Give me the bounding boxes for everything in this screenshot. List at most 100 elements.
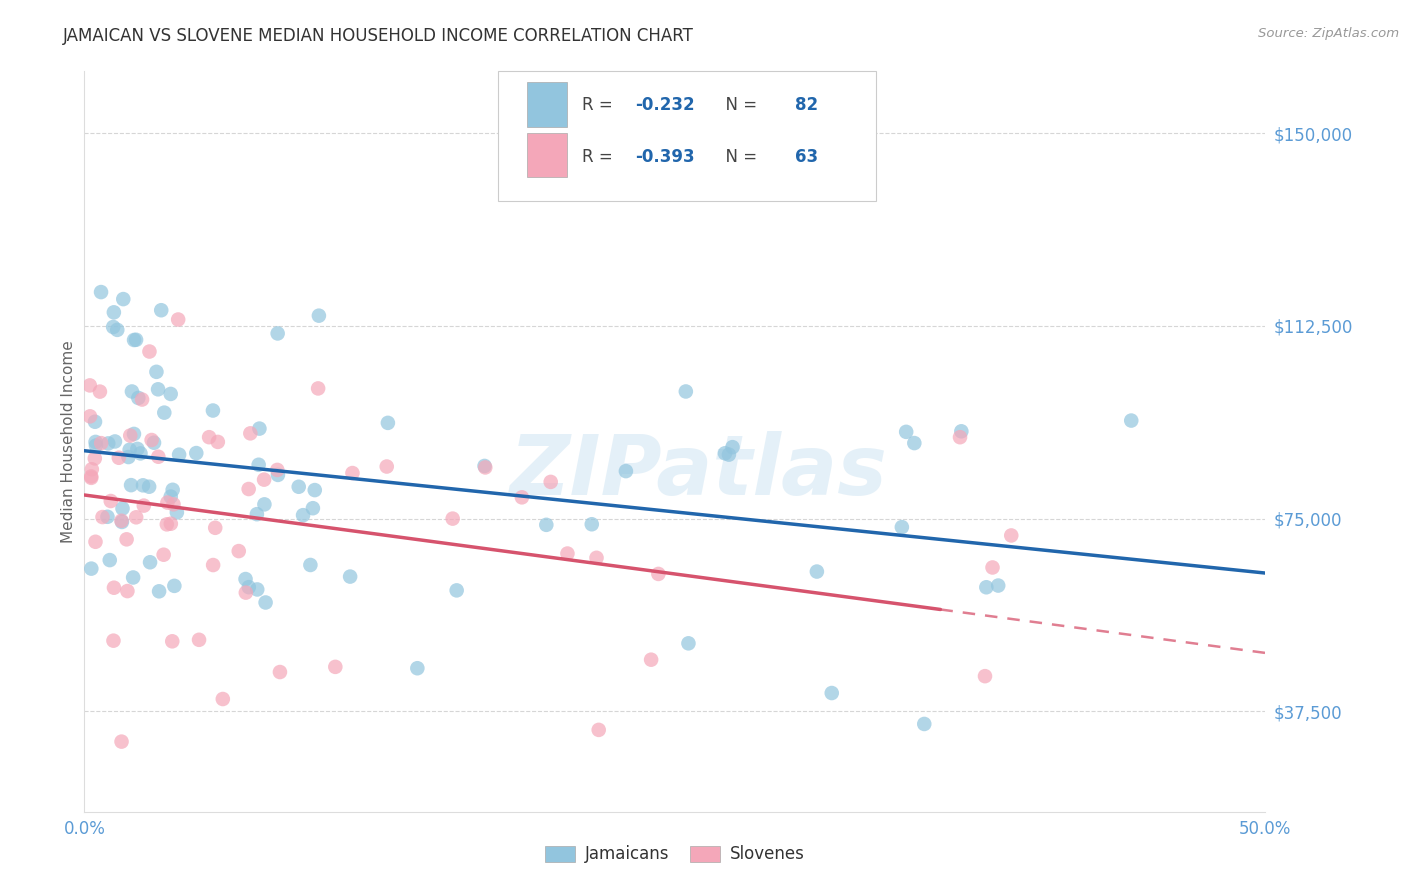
- Point: [84, 415, 107, 429]
- Point: [167, 312, 190, 326]
- Point: [339, 569, 361, 583]
- Point: [125, 510, 148, 524]
- Point: [375, 459, 398, 474]
- Point: [159, 387, 181, 401]
- Point: [127, 442, 149, 456]
- Point: [162, 634, 184, 648]
- Point: [90, 285, 112, 299]
- Point: [253, 497, 276, 511]
- Point: [101, 320, 124, 334]
- Point: [302, 501, 325, 516]
- Point: [162, 497, 184, 511]
- Point: [117, 450, 139, 464]
- Point: [308, 309, 330, 323]
- Point: [100, 494, 122, 508]
- Point: [115, 533, 138, 547]
- Point: [974, 669, 997, 683]
- Point: [714, 446, 737, 460]
- Point: [238, 482, 260, 496]
- Point: [84, 438, 107, 452]
- Point: [103, 633, 125, 648]
- Point: [987, 578, 1010, 592]
- Point: [143, 435, 166, 450]
- Point: [201, 403, 224, 417]
- Point: [166, 505, 188, 519]
- Point: [267, 467, 290, 482]
- Point: [246, 507, 269, 521]
- Point: [800, 847, 823, 862]
- Text: 63: 63: [796, 147, 818, 166]
- Point: [292, 508, 315, 523]
- Point: [156, 517, 179, 532]
- Point: [90, 436, 112, 450]
- Point: [122, 333, 145, 347]
- Point: [153, 406, 176, 420]
- Point: [441, 511, 464, 525]
- Point: [97, 436, 120, 450]
- Point: [118, 442, 141, 457]
- Point: [159, 490, 181, 504]
- Point: [159, 516, 181, 531]
- Point: [127, 391, 149, 405]
- Point: [950, 425, 973, 439]
- Text: ZIPatlas: ZIPatlas: [509, 431, 887, 512]
- Text: N =: N =: [716, 147, 762, 166]
- Text: R =: R =: [582, 95, 617, 113]
- Point: [406, 661, 429, 675]
- Point: [108, 450, 131, 465]
- Point: [890, 520, 912, 534]
- Point: [323, 660, 346, 674]
- FancyBboxPatch shape: [498, 71, 876, 201]
- Point: [675, 384, 697, 399]
- Point: [138, 344, 160, 359]
- Point: [640, 653, 662, 667]
- Point: [80, 469, 103, 483]
- Point: [912, 717, 935, 731]
- Point: [104, 434, 127, 449]
- Point: [585, 550, 607, 565]
- Point: [536, 517, 558, 532]
- Point: [120, 428, 142, 442]
- Point: [228, 544, 250, 558]
- Point: [98, 553, 121, 567]
- Point: [139, 555, 162, 569]
- Text: R =: R =: [582, 147, 617, 166]
- Point: [152, 548, 174, 562]
- Point: [117, 584, 139, 599]
- Text: -0.232: -0.232: [634, 95, 695, 113]
- Point: [249, 421, 271, 435]
- Point: [79, 409, 101, 424]
- Point: [896, 425, 918, 439]
- Point: [111, 515, 134, 529]
- Point: [103, 581, 125, 595]
- Point: [163, 579, 186, 593]
- Point: [1121, 413, 1143, 427]
- Point: [238, 580, 260, 594]
- Point: [247, 458, 270, 472]
- Point: [120, 478, 142, 492]
- Point: [981, 560, 1004, 574]
- Point: [148, 450, 170, 464]
- Point: [105, 323, 128, 337]
- Point: [821, 686, 844, 700]
- Point: [122, 426, 145, 441]
- Legend: Jamaicans, Slovenes: Jamaicans, Slovenes: [538, 838, 811, 870]
- Point: [377, 416, 399, 430]
- Point: [266, 463, 288, 477]
- Point: [110, 734, 132, 748]
- Text: 82: 82: [796, 95, 818, 113]
- Point: [246, 582, 269, 597]
- Point: [145, 365, 167, 379]
- Text: -0.393: -0.393: [634, 147, 695, 166]
- Point: [235, 585, 257, 599]
- Point: [211, 692, 233, 706]
- Bar: [527, 82, 568, 127]
- Point: [186, 446, 208, 460]
- Point: [647, 566, 669, 581]
- Point: [80, 471, 103, 485]
- Point: [112, 292, 135, 306]
- Point: [304, 483, 326, 497]
- Point: [510, 491, 533, 505]
- Point: [235, 572, 257, 586]
- Point: [266, 326, 288, 341]
